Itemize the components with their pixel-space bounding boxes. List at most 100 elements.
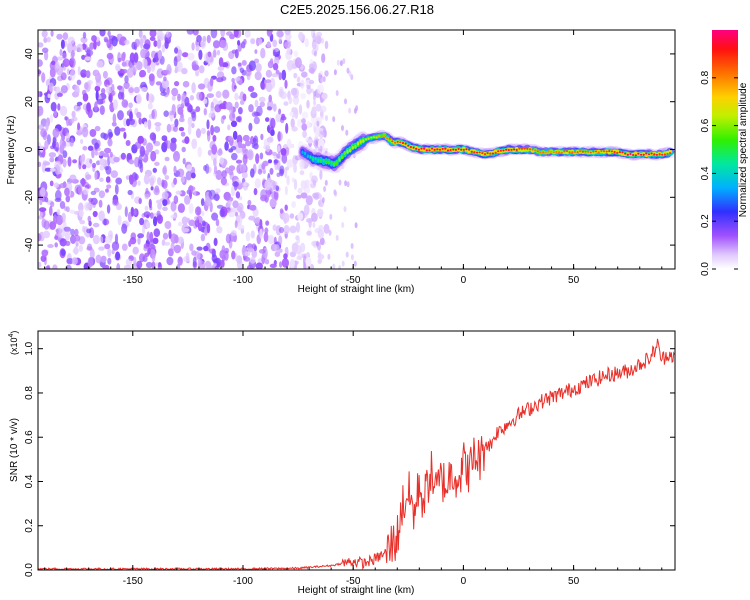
- spectrogram-noise-blob: [100, 132, 106, 139]
- spectrogram-noise-blob: [284, 167, 288, 179]
- spectrogram-noise-blob: [44, 197, 49, 203]
- spectrogram-noise-blob: [320, 97, 323, 104]
- spectrogram-noise-blob: [275, 225, 282, 236]
- spectrogram-noise-blob: [94, 101, 98, 112]
- spectrogram-noise-blob: [291, 242, 298, 253]
- spectrogram-noise-blob: [227, 124, 231, 131]
- spectrogram-noise-blob: [182, 228, 190, 233]
- spectrogram-track-cell: [653, 153, 656, 156]
- spectrogram-noise-blob: [217, 66, 225, 71]
- spectrogram-noise-blob: [70, 118, 75, 124]
- spectrogram-noise-blob: [91, 148, 95, 159]
- spectrogram-noise-blob: [203, 108, 207, 116]
- spectrogram-noise-blob: [247, 247, 254, 253]
- spectrogram-noise-blob: [59, 238, 67, 247]
- spectrogram-noise-blob: [177, 93, 181, 102]
- spectrogram-noise-blob: [329, 213, 333, 220]
- spectrogram-track-cell: [563, 150, 566, 153]
- spectrogram-noise-blob: [288, 96, 293, 105]
- spectrogram-track-cell: [520, 147, 524, 150]
- spectrogram-noise-blob: [250, 136, 255, 145]
- spectrogram-noise-blob: [294, 57, 302, 69]
- spectrogram-track-cell: [333, 162, 336, 166]
- spectrogram-noise-blob: [150, 61, 156, 73]
- spectrogram-noise-blob: [293, 163, 297, 173]
- spectrogram-noise-blob: [98, 210, 105, 222]
- spectrogram-noise-blob: [276, 172, 281, 177]
- spectrogram-track-cell: [632, 154, 635, 156]
- spectrogram-noise-blob: [117, 91, 123, 100]
- spectrogram-noise-blob: [153, 228, 161, 238]
- spectrogram-noise-blob: [88, 220, 92, 227]
- spectrogram-noise-blob: [213, 164, 218, 175]
- spectrogram-noise-blob: [285, 122, 289, 134]
- spectrogram-noise-blob: [273, 159, 279, 164]
- spectrogram-noise-blob: [38, 261, 42, 268]
- spectrogram-noise-blob: [165, 31, 171, 38]
- spectrogram-noise-blob: [218, 57, 224, 67]
- spectrogram-noise-blob: [121, 61, 127, 67]
- spectrogram-noise-blob: [121, 243, 128, 251]
- spectrogram-noise-blob: [124, 75, 129, 84]
- spectrogram-noise-blob: [161, 79, 169, 89]
- spectrogram-noise-blob: [119, 127, 126, 132]
- spectrogram-noise-blob: [106, 39, 112, 49]
- spectrogram-noise-blob: [99, 165, 104, 171]
- spectrogram-noise-blob: [346, 67, 350, 74]
- spectrogram-track-cell: [386, 137, 389, 140]
- spectrogram-track-cell: [534, 149, 537, 152]
- spectrogram-noise-blob: [224, 141, 229, 151]
- spectrogram-noise-blob: [191, 82, 196, 94]
- spectrogram-noise-blob: [225, 233, 231, 244]
- spectrogram-noise-blob: [64, 230, 71, 241]
- spectrogram-noise-blob: [80, 139, 84, 144]
- spectrogram-track-cell: [505, 148, 508, 151]
- spectrogram-noise-blob: [134, 173, 139, 181]
- spectrogram-noise-blob: [191, 42, 195, 51]
- spectrogram-noise-blob: [38, 70, 42, 75]
- spectrogram-noise-blob: [93, 40, 97, 50]
- spectrogram-track-cell: [351, 146, 354, 150]
- spectrogram-noise-blob: [301, 118, 306, 124]
- spectrogram-noise-blob: [244, 69, 252, 77]
- spectrogram-noise-blob: [306, 139, 314, 144]
- spectrogram-noise-blob: [220, 30, 226, 38]
- spectrogram-noise-blob: [94, 149, 98, 156]
- spectrogram-noise-blob: [181, 67, 188, 75]
- spectrogram-noise-blob: [248, 60, 256, 71]
- spectrogram-noise-blob: [111, 36, 118, 47]
- spectrogram-noise-blob: [255, 63, 262, 73]
- spectrogram-noise-blob: [98, 246, 105, 251]
- spectrogram-track-cell: [613, 151, 616, 153]
- spectrogram-noise-blob: [171, 87, 179, 97]
- snr-frame: [37, 330, 676, 571]
- spectrogram-noise-blob: [144, 193, 150, 200]
- spectrogram-y-axis-label: Frequency (Hz): [6, 116, 17, 185]
- spectrogram-noise-blob: [43, 161, 51, 166]
- spectrogram-track-cell: [536, 150, 540, 153]
- spectrogram-noise-blob: [319, 169, 323, 180]
- spectrogram-noise-blob: [85, 174, 92, 180]
- snr-content: [38, 338, 675, 570]
- spectrogram-track-cell: [552, 151, 555, 154]
- spectrogram-noise-blob: [171, 95, 176, 101]
- spectrogram-track-cell: [319, 159, 323, 163]
- spectrogram-track-cell: [642, 153, 645, 156]
- spectrogram-noise-blob: [116, 263, 121, 269]
- spectrogram-track-cell: [579, 150, 582, 153]
- spectrogram-noise-blob: [320, 105, 327, 113]
- spectrogram-noise-blob: [143, 243, 150, 249]
- spectrogram-noise-blob: [96, 60, 104, 68]
- spectrogram-noise-blob: [191, 122, 195, 129]
- spectrogram-noise-blob: [226, 31, 233, 36]
- spectrogram-noise-blob: [46, 264, 51, 269]
- spectrogram-noise-blob: [281, 113, 285, 119]
- spectrogram-noise-blob: [47, 244, 54, 248]
- spectrogram-noise-blob: [54, 147, 59, 152]
- spectrogram-noise-blob: [247, 149, 254, 161]
- spectrogram-track-cell: [610, 150, 614, 153]
- spectrogram-noise-blob: [316, 120, 320, 127]
- spectrogram-noise-blob: [268, 159, 272, 164]
- spectrogram-noise-blob: [255, 262, 263, 269]
- spectrogram-noise-blob: [182, 80, 190, 88]
